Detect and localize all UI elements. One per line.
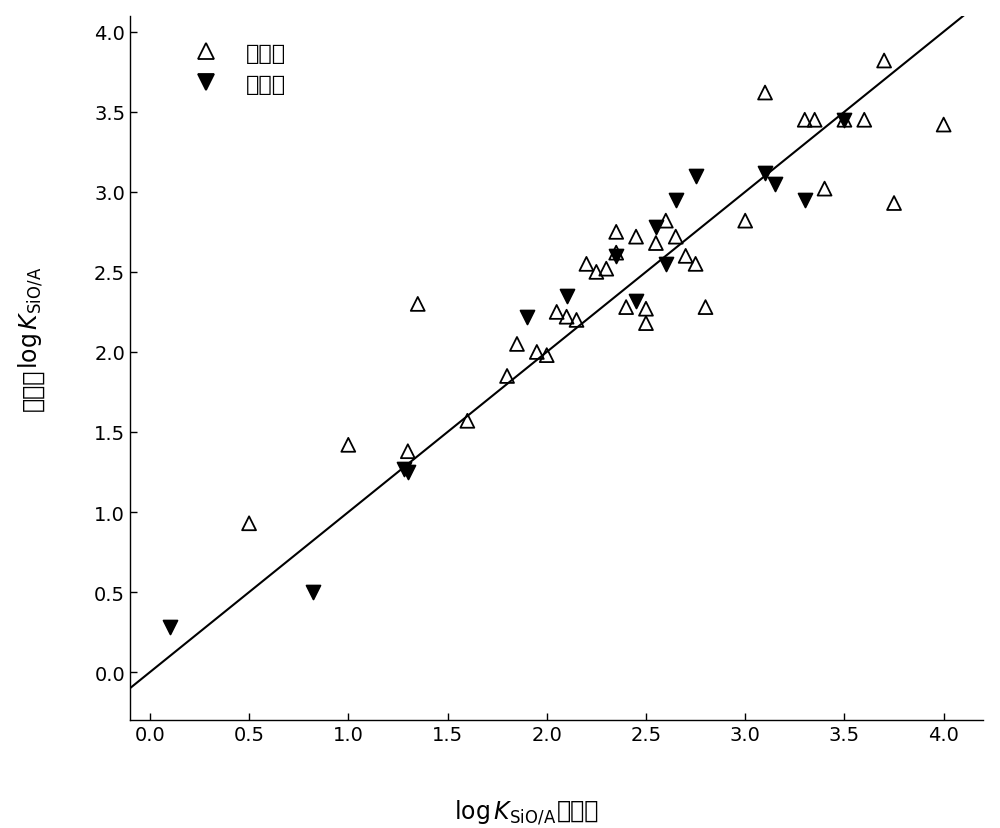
Point (509, 338, 525, 351)
Point (241, 517, 257, 530)
Point (936, 118, 952, 132)
Point (688, 170, 704, 183)
Point (638, 303, 654, 316)
Point (305, 585, 321, 599)
Legend: 训练集, 验证集: 训练集, 验证集 (175, 35, 295, 104)
Point (668, 194, 684, 207)
Point (807, 114, 823, 128)
Point (410, 298, 426, 311)
Point (400, 445, 416, 458)
Point (757, 87, 773, 100)
Text: $\log K_{\rm SiO/A}$: $\log K_{\rm SiO/A}$ (17, 267, 45, 368)
Point (400, 466, 416, 479)
Point (598, 262, 614, 276)
Point (836, 114, 852, 128)
Point (539, 349, 555, 363)
Point (578, 258, 594, 271)
Point (698, 301, 714, 315)
Point (608, 226, 624, 239)
Point (648, 237, 664, 250)
Point (162, 621, 178, 634)
Point (817, 183, 833, 196)
Point (559, 310, 575, 324)
Point (628, 295, 644, 308)
Text: 预测値: 预测値 (21, 368, 45, 411)
Point (549, 306, 565, 319)
Point (797, 114, 813, 128)
Point (668, 231, 684, 244)
Point (797, 194, 813, 207)
Point (529, 346, 545, 359)
Point (608, 250, 624, 263)
Point (856, 114, 872, 128)
Point (638, 317, 654, 330)
Point (658, 214, 674, 228)
Point (836, 114, 852, 128)
Point (569, 314, 585, 327)
Point (396, 463, 412, 476)
Point (886, 197, 902, 210)
Point (876, 55, 892, 68)
Point (608, 247, 624, 260)
Point (757, 166, 773, 180)
Point (737, 214, 753, 228)
Point (588, 266, 604, 279)
Point (658, 258, 674, 271)
Text: 实验値: 实验値 (557, 797, 599, 821)
Point (688, 258, 704, 271)
Point (618, 301, 634, 315)
Point (459, 415, 475, 428)
Point (340, 439, 356, 452)
Point (678, 250, 694, 263)
Point (559, 290, 575, 303)
Point (648, 221, 664, 234)
Point (519, 310, 535, 324)
Point (767, 178, 783, 191)
Point (499, 370, 515, 383)
Text: $\log K_{\rm SiO/A}$: $\log K_{\rm SiO/A}$ (454, 797, 557, 826)
Point (628, 231, 644, 244)
